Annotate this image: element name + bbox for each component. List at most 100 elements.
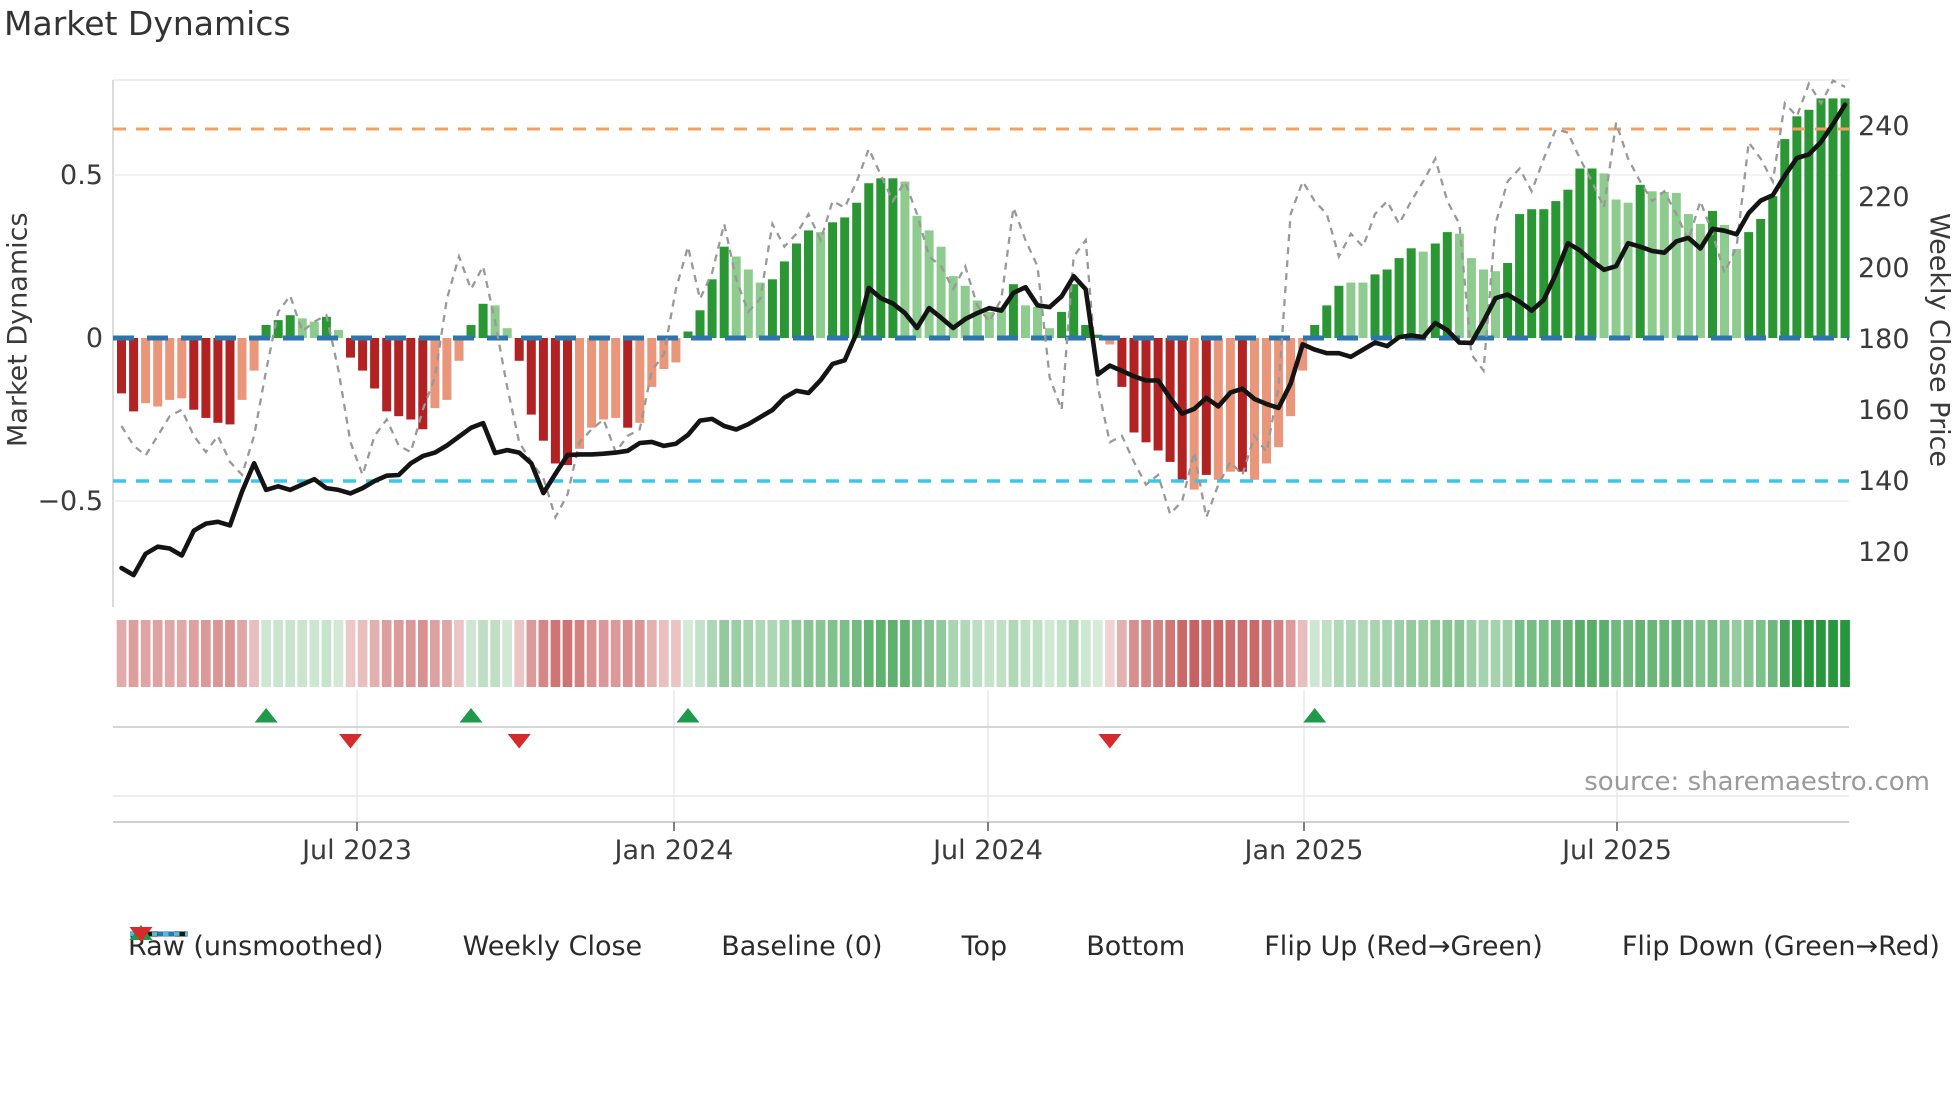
heat-cell <box>1804 620 1814 687</box>
dynamics-bar <box>358 338 368 371</box>
dynamics-bar <box>1491 271 1500 338</box>
dynamics-bar <box>936 246 946 338</box>
heat-cell <box>1659 620 1670 687</box>
dynamics-bar <box>1671 192 1681 338</box>
dynamics-bar <box>1527 209 1537 338</box>
dynamics-bar <box>996 307 1006 338</box>
heat-cell <box>1538 620 1549 687</box>
dynamics-bar <box>406 338 416 420</box>
heat-cell <box>201 620 211 687</box>
heat-cell <box>767 620 778 687</box>
dynamics-bar <box>1792 116 1802 338</box>
dynamics-bar <box>370 338 380 389</box>
dynamics-bar <box>225 338 235 425</box>
dynamics-bar <box>695 310 705 338</box>
dynamics-bar <box>1153 338 1163 451</box>
heat-cell <box>1551 620 1561 687</box>
heat-cell <box>755 620 766 687</box>
heat-cell <box>1599 620 1609 687</box>
heat-cell <box>1105 620 1115 687</box>
heat-cell <box>948 620 958 687</box>
dynamics-bar <box>719 246 729 338</box>
dynamics-bar <box>912 215 922 339</box>
x-tick-label: Jul 2024 <box>931 835 1043 866</box>
dynamics-bar <box>334 329 343 339</box>
dynamics-bar <box>1298 338 1308 371</box>
heat-cell <box>731 620 742 687</box>
heat-cell <box>405 620 416 687</box>
dynamics-bar <box>924 230 934 338</box>
heat-cell <box>743 620 754 687</box>
heat-cell <box>152 620 163 687</box>
dynamics-bar <box>189 338 199 410</box>
dynamics-bar <box>1334 285 1344 338</box>
dynamics-bar <box>888 178 898 338</box>
dynamics-bar <box>563 338 572 466</box>
dynamics-bar <box>1647 191 1657 338</box>
heat-cell <box>1322 620 1332 687</box>
heat-cell <box>1092 620 1103 687</box>
heat-cell <box>1056 620 1067 687</box>
heat-cell <box>273 620 283 687</box>
heat-cell <box>261 620 271 687</box>
heat-cell <box>1816 620 1826 687</box>
dynamics-bar <box>1310 325 1320 338</box>
heat-cell <box>1285 620 1296 687</box>
dynamics-bar <box>309 321 319 338</box>
right-tick-label: 240 <box>1858 111 1910 142</box>
dynamics-bar <box>1563 189 1573 338</box>
dynamics-bar <box>1454 233 1464 338</box>
heat-cell <box>1129 620 1139 687</box>
dynamics-bar <box>647 338 657 387</box>
dynamics-bar <box>1683 214 1693 338</box>
dynamics-bar <box>502 328 512 338</box>
flip-down-marker <box>507 734 531 749</box>
heat-cell <box>912 620 922 687</box>
dynamics-bar <box>635 338 645 423</box>
heat-cell <box>1563 620 1573 687</box>
weekly-close-line <box>119 102 1848 578</box>
heat-cell <box>285 620 296 687</box>
heat-cell <box>598 620 609 687</box>
dynamics-bar <box>165 338 175 400</box>
dynamics-bar <box>1466 258 1476 338</box>
heat-cell <box>321 620 332 687</box>
dynamics-bar <box>1033 307 1042 338</box>
heat-cell <box>1442 620 1453 687</box>
left-tick-label: −0.5 <box>37 486 103 517</box>
heat-cell <box>1358 620 1368 687</box>
legend-item: Flip Up (Red→Green) <box>129 925 1543 962</box>
right-tick-label: 220 <box>1858 182 1910 213</box>
dynamics-bar <box>1370 274 1380 338</box>
heat-cell <box>1008 620 1019 687</box>
heat-cell <box>116 620 127 687</box>
heat-cell <box>1297 620 1308 687</box>
dynamics-bar <box>1213 338 1223 480</box>
heat-cell <box>514 620 525 687</box>
x-tick-label: Jul 2025 <box>1560 835 1672 866</box>
heat-cell <box>1249 620 1260 687</box>
dynamics-bar <box>900 181 910 338</box>
dynamics-bar <box>1816 98 1826 339</box>
dynamics-bar <box>767 279 777 338</box>
heat-cell <box>1394 620 1404 687</box>
heat-cell <box>574 620 585 687</box>
heat-cell <box>430 620 440 687</box>
dynamics-bar <box>201 338 211 418</box>
dynamics-bar <box>394 338 404 417</box>
dynamics-bar <box>1418 251 1428 338</box>
dynamics-bar <box>1587 168 1597 338</box>
left-tick-label: 0.5 <box>60 160 103 191</box>
heat-cell <box>393 620 404 687</box>
dynamics-bar <box>731 256 741 338</box>
legend-label: Top <box>961 930 1008 962</box>
right-tick-label: 200 <box>1858 253 1910 284</box>
dynamics-bar <box>1659 192 1669 338</box>
heat-cell <box>237 620 247 687</box>
heat-cell <box>1153 620 1163 687</box>
heat-cell <box>1611 620 1621 687</box>
heat-cell <box>707 620 717 687</box>
heat-cell <box>1068 620 1079 687</box>
heat-cell <box>996 620 1007 687</box>
heat-cell <box>1213 620 1224 687</box>
